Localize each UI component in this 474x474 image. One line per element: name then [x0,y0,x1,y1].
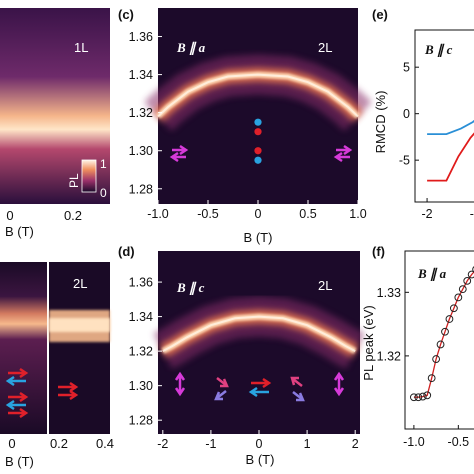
pl-peak-point [449,304,458,313]
pl-peak-point [418,392,427,401]
colorbar-label: PL [67,173,81,188]
state-dot [254,147,262,155]
y-label-f: PL peak (eV) [361,305,376,380]
title-f: B ∥ a [417,266,447,282]
colorbar [81,159,97,193]
d-xtick-label: -2 [157,437,168,451]
d-ytick-label: 1.28 [129,414,153,428]
d-xtick-label: 0 [256,437,263,451]
heatmap-bl-left [0,262,47,434]
pl-peak-point [458,285,467,294]
state-dot [254,118,262,126]
pl-peak-point [409,393,418,402]
d-xtick-label: 1 [304,437,311,451]
pl-peak-point [414,393,423,402]
label-2l-c: 2L [318,40,332,55]
f-ytick-label: 1.33 [377,286,401,300]
heatmap-bl-right-core [49,318,110,332]
y-label-e: RMCD (%) [373,91,388,154]
d-ytick-label: 1.36 [129,276,153,290]
panel-label-f: (f) [372,244,385,259]
pl-peak-point [432,355,441,363]
x-tick-bl-0: 0 [8,436,15,451]
heatmap-c-ridge [144,54,372,131]
f-ytick-label: 1.32 [377,349,401,363]
x-label-d: B (T) [246,452,275,467]
e-ytick-label: 5 [403,61,410,75]
x-label-tl: B (T) [5,224,34,239]
c-ytick-label: 1.28 [129,182,153,196]
x-tick-bl-2: 0.4 [96,436,114,451]
f-xtick-label: -1.0 [403,435,425,449]
title-c: B ∥ a [176,40,206,56]
e-ytick-label: 0 [403,107,410,121]
spin-arrows-d [174,371,345,402]
x-label-c: B (T) [244,230,273,245]
d-ytick-label: 1.30 [129,379,153,393]
x-tick-bl-1: 0.2 [50,436,68,451]
title-e: B ∥ c [424,42,453,58]
pl-peak-point [423,391,432,400]
panel-label-c: (c) [118,7,134,22]
rmcd-series [427,132,474,182]
label-2l-d: 2L [318,278,332,293]
e-xtick-label: -2 [422,207,433,221]
colorbar-tick-max: 1 [100,157,107,171]
pl-peak-point [441,327,449,336]
pl-peak-point [463,276,472,285]
panel-label-d: (d) [118,244,135,259]
state-dot [254,128,262,136]
x-label-bl: B (T) [5,454,34,469]
d-xtick-label: -1 [205,437,216,451]
panel-label-e: (e) [372,7,388,22]
state-dot [254,156,262,164]
x-tick-tl-0: 0 [6,208,13,223]
c-xtick-label: -0.5 [197,207,219,221]
c-ytick-label: 1.32 [129,106,153,120]
ridge-core [162,315,356,352]
heatmap-d-ridge [153,296,365,369]
c-ytick-label: 1.34 [129,68,153,82]
pl-peak-point [467,270,474,279]
d-ytick-label: 1.34 [129,310,153,324]
c-xtick-label: 1.0 [349,207,366,221]
colorbar-tick-min: 0 [100,186,107,200]
ridge-core [157,73,359,118]
title-d: B ∥ c [176,280,205,296]
label-1l: 1L [74,40,88,55]
spin-arrows-c [169,144,353,163]
f-xtick-label: -0.5 [448,435,470,449]
e-ytick-label: -5 [399,154,410,168]
spin-arrows-bl [5,367,79,419]
pl-peak-point [454,293,463,302]
pl-peak-point [427,374,436,383]
c-ytick-label: 1.30 [129,144,153,158]
e-xtick-label: -1 [470,207,474,221]
pl-peak-point [472,266,474,273]
pl-peak-point [445,315,454,323]
c-xtick-label: 0 [255,207,262,221]
rmcd-series [427,119,474,135]
x-tick-tl-1: 0.2 [64,208,82,223]
label-2l-bl: 2L [73,276,87,291]
plot-e-frame [414,29,474,203]
c-xtick-label: -1.0 [147,207,169,221]
d-xtick-label: 2 [352,437,359,451]
c-xtick-label: 0.5 [299,207,316,221]
pl-peak-point [436,340,445,349]
c-ytick-label: 1.36 [129,30,153,44]
d-ytick-label: 1.32 [129,345,153,359]
heatmap-bl-right-bg [49,262,110,434]
